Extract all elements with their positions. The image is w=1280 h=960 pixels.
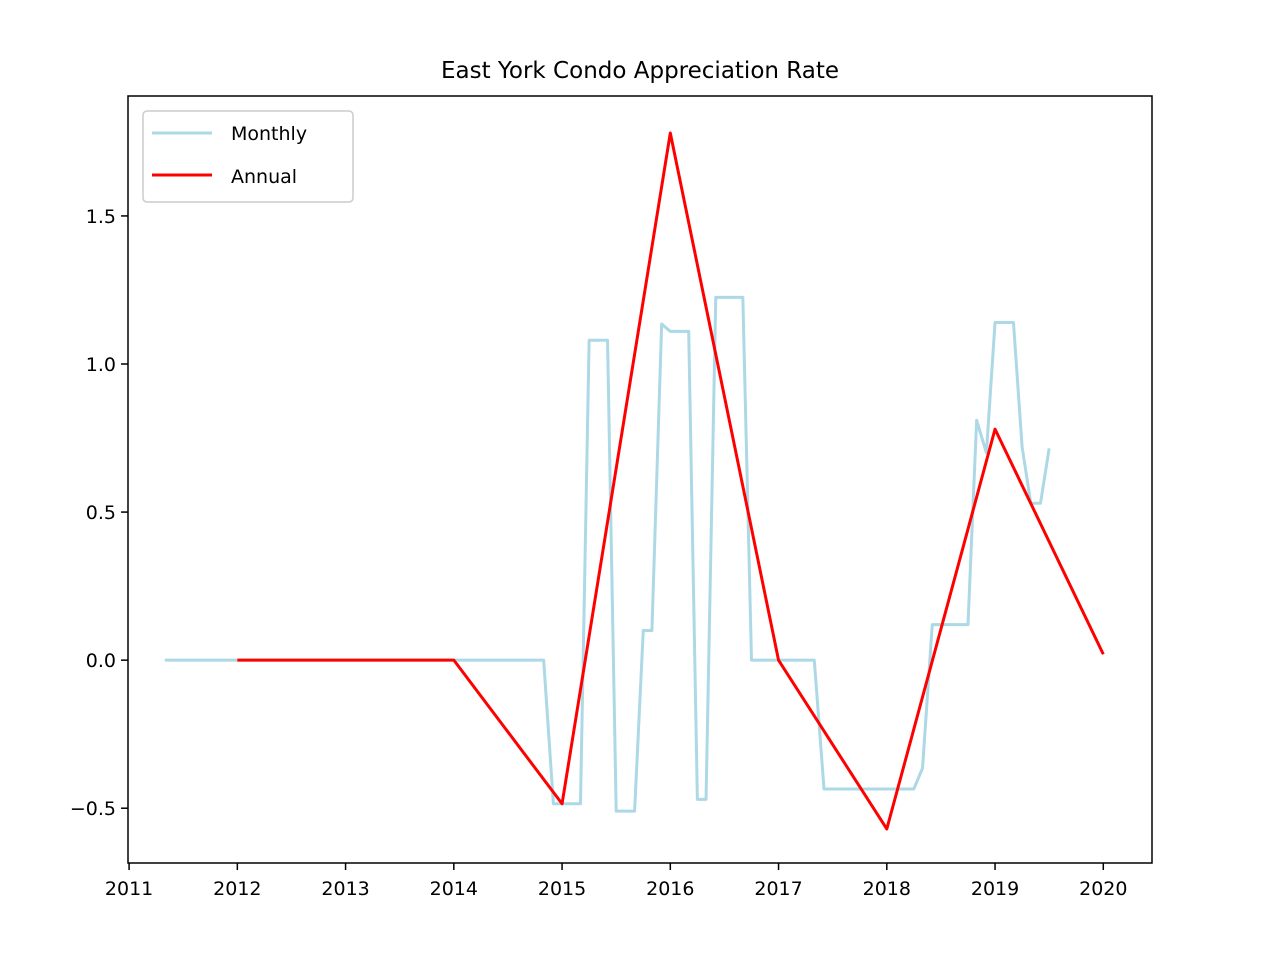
y-tick-label: 1.0 [86, 354, 116, 376]
plot-layer [164, 131, 1105, 831]
legend-label-annual: Annual [231, 166, 297, 188]
axes-layer: 2011 2012 2013 2014 2015 2016 2017 2018 2019 2020… [70, 206, 1128, 900]
legend: Monthly Annual [142, 110, 354, 203]
x-tick-label: 2012 [213, 878, 261, 900]
plot-frame [127, 95, 1153, 864]
y-tick-label: −0.5 [70, 798, 116, 820]
series-line-annual [237, 131, 1105, 831]
x-tick-label: 2018 [863, 878, 911, 900]
x-tick-label: 2015 [538, 878, 586, 900]
y-tick-label: 0.0 [86, 650, 116, 672]
x-tick-label: 2013 [321, 878, 369, 900]
x-tick-label: 2020 [1079, 878, 1127, 900]
x-tick-label: 2016 [646, 878, 694, 900]
legend-label-monthly: Monthly [231, 123, 307, 145]
chart-title: East York Condo Appreciation Rate [441, 58, 839, 84]
x-tick-label: 2011 [105, 878, 153, 900]
series-line-monthly [164, 295, 1051, 813]
x-tick-label: 2014 [430, 878, 478, 900]
y-tick-label: 0.5 [86, 502, 116, 524]
x-tick-label: 2017 [754, 878, 802, 900]
x-tick-label: 2019 [971, 878, 1019, 900]
y-tick-label: 1.5 [86, 206, 116, 228]
